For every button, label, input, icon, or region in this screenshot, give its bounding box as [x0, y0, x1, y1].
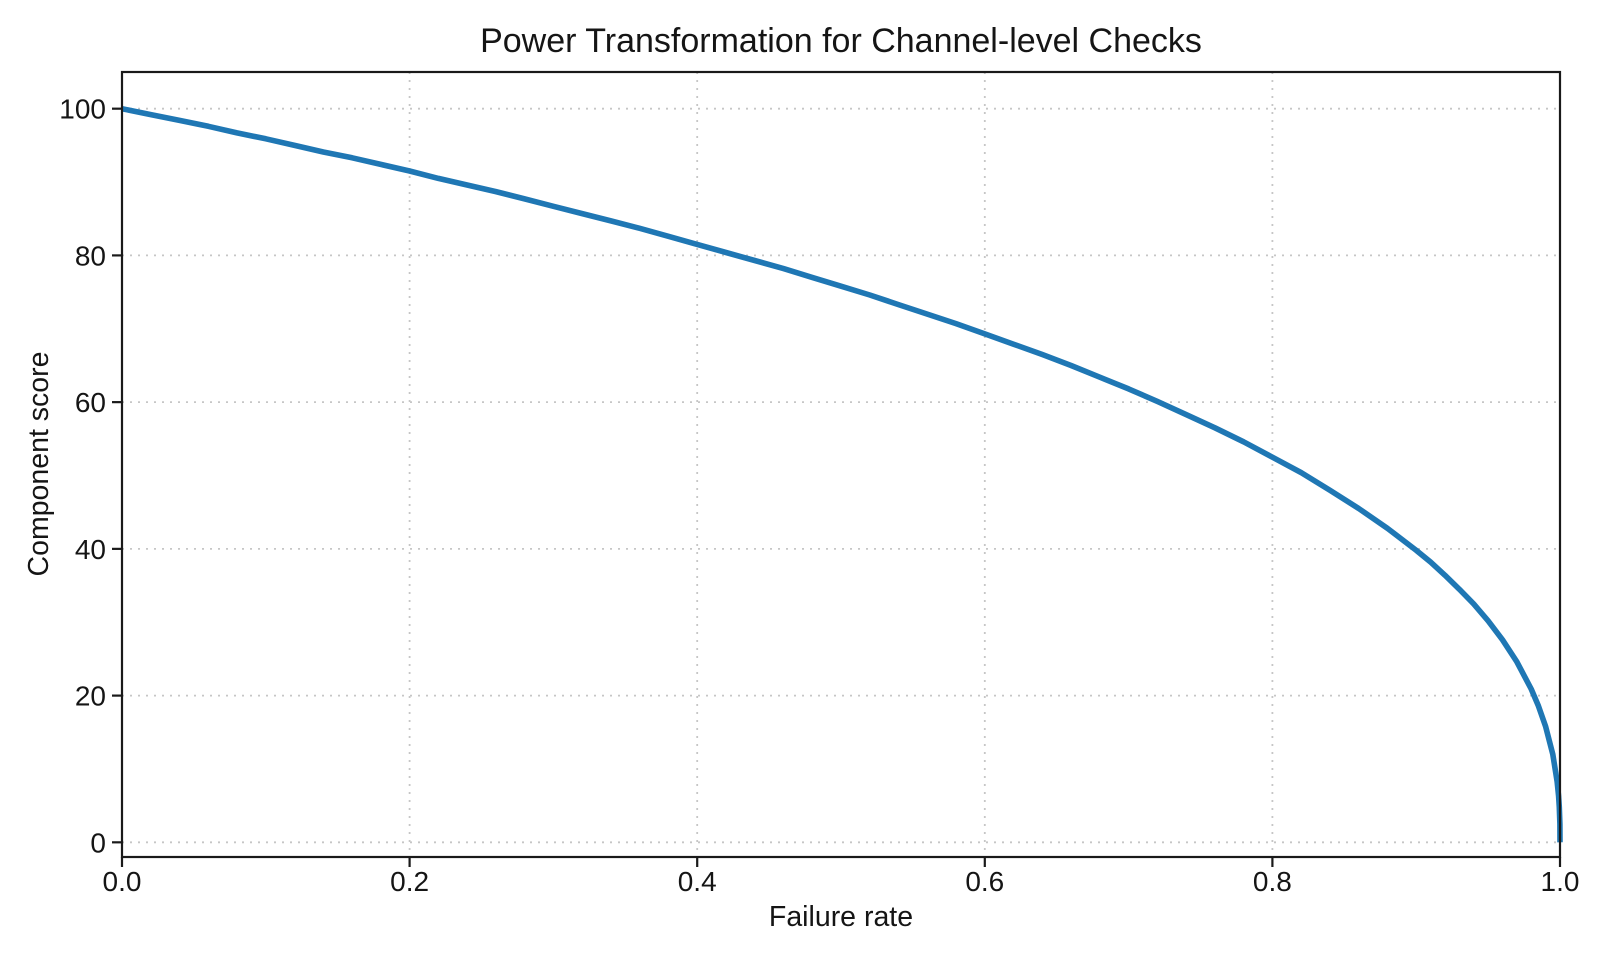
- axes-spines: [120, 70, 1562, 859]
- chart-title: Power Transformation for Channel-level C…: [480, 22, 1202, 60]
- y-tick-label: 80: [75, 240, 106, 271]
- x-tick-label: 0.4: [678, 866, 717, 897]
- y-tick-label: 20: [75, 681, 106, 712]
- y-tick-label: 0: [90, 827, 106, 858]
- x-tick-label: 0.0: [103, 866, 142, 897]
- x-tick-label: 0.2: [390, 866, 429, 897]
- gridlines: [121, 72, 1561, 857]
- x-tick-label: 0.8: [1253, 866, 1292, 897]
- tick-marks: [112, 107, 1562, 867]
- y-tick-label: 60: [75, 387, 106, 418]
- y-axis-label: Component score: [23, 352, 55, 577]
- y-tick-label: 100: [59, 94, 106, 125]
- x-tick-label: 1.0: [1541, 866, 1580, 897]
- score-curve: [121, 105, 1563, 843]
- y-tick-label: 40: [75, 534, 106, 565]
- x-axis-label: Failure rate: [769, 901, 913, 933]
- x-tick-label: 0.6: [965, 866, 1004, 897]
- tick-labels: 0.0 0.2 0.4 0.6 0.8 1.0 0 20 40 60 80 100: [59, 94, 1579, 897]
